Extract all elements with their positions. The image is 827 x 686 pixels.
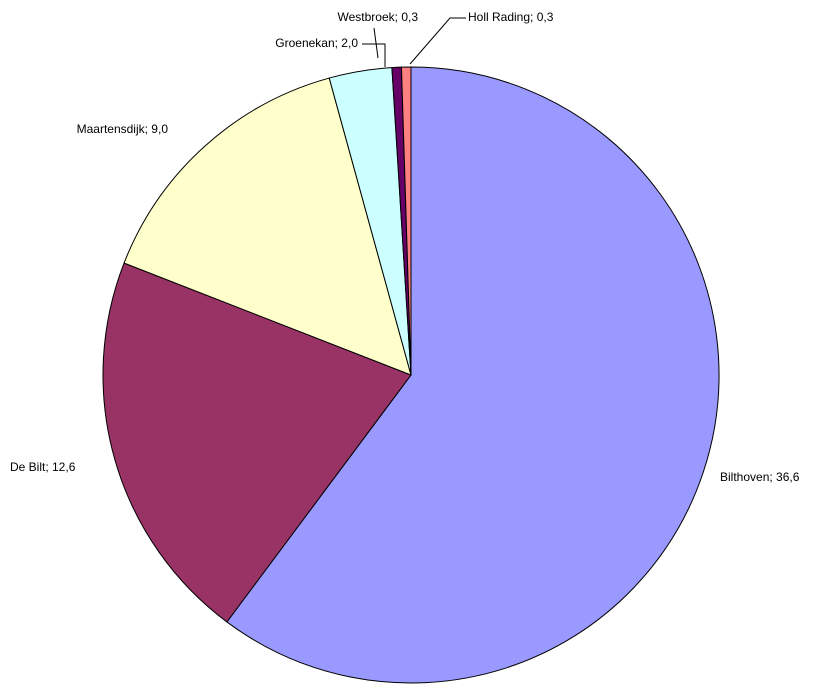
data-label: Holl Rading; 0,3 xyxy=(468,10,554,24)
pie-slice xyxy=(226,66,720,684)
leader-line xyxy=(373,27,379,59)
data-label: Maartensdijk; 9,0 xyxy=(77,122,169,136)
data-label: Bilthoven; 36,6 xyxy=(720,470,800,484)
leader-line xyxy=(362,43,386,67)
leader-line xyxy=(409,17,466,65)
pie-slice xyxy=(400,66,412,376)
data-label: De Bilt; 12,6 xyxy=(10,460,76,474)
pie-slice xyxy=(102,262,412,623)
data-label: Groenekan; 2,0 xyxy=(275,36,358,50)
data-label: Westbroek; 0,3 xyxy=(338,10,419,24)
pie-slice xyxy=(123,77,412,376)
